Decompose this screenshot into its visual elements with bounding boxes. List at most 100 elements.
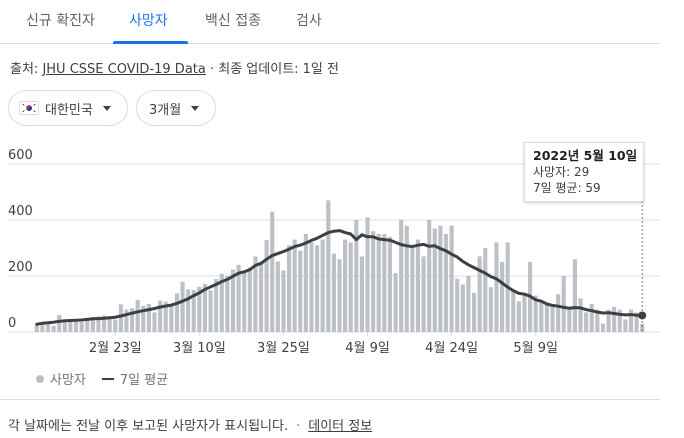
- deaths-bar[interactable]: [584, 312, 589, 332]
- deaths-bar[interactable]: [561, 276, 566, 332]
- deaths-bar[interactable]: [556, 294, 561, 332]
- deaths-bar[interactable]: [101, 315, 107, 332]
- deaths-bar[interactable]: [634, 312, 639, 332]
- deaths-bar[interactable]: [79, 321, 84, 332]
- deaths-bar[interactable]: [365, 217, 370, 332]
- deaths-bar[interactable]: [354, 220, 359, 332]
- deaths-bar[interactable]: [40, 323, 45, 332]
- deaths-bar[interactable]: [270, 211, 275, 332]
- deaths-bar[interactable]: [578, 298, 583, 332]
- deaths-bar[interactable]: [427, 220, 432, 332]
- deaths-bar[interactable]: [73, 319, 79, 332]
- deaths-bar[interactable]: [600, 323, 606, 332]
- deaths-bar[interactable]: [494, 242, 499, 332]
- deaths-bar[interactable]: [303, 234, 308, 332]
- deaths-bar[interactable]: [247, 267, 252, 332]
- deaths-bar[interactable]: [320, 239, 325, 332]
- deaths-bar[interactable]: [387, 236, 393, 332]
- deaths-bar[interactable]: [572, 259, 578, 332]
- deaths-bar[interactable]: [118, 304, 123, 332]
- deaths-bar[interactable]: [443, 234, 449, 332]
- deaths-bar[interactable]: [298, 250, 303, 332]
- deaths-bar[interactable]: [376, 234, 381, 332]
- deaths-bar[interactable]: [242, 272, 247, 332]
- deaths-bar[interactable]: [45, 322, 51, 332]
- deaths-bar[interactable]: [158, 300, 163, 332]
- deaths-bar[interactable]: [208, 290, 213, 332]
- deaths-bar[interactable]: [595, 309, 600, 332]
- deaths-bar[interactable]: [230, 269, 236, 332]
- deaths-bar[interactable]: [550, 304, 555, 332]
- deaths-bar[interactable]: [152, 312, 157, 332]
- deaths-bar[interactable]: [393, 273, 398, 332]
- deaths-bar[interactable]: [455, 278, 460, 332]
- deaths-bar[interactable]: [214, 279, 219, 332]
- range-dropdown[interactable]: 3개월: [136, 90, 216, 126]
- deaths-bar[interactable]: [460, 284, 465, 332]
- deaths-bar[interactable]: [180, 281, 185, 332]
- deaths-bar[interactable]: [371, 231, 376, 332]
- deaths-bar[interactable]: [281, 270, 286, 332]
- deaths-bar[interactable]: [163, 301, 168, 332]
- deaths-bar[interactable]: [141, 305, 146, 332]
- deaths-bar[interactable]: [107, 318, 112, 332]
- deaths-bar[interactable]: [90, 316, 95, 332]
- deaths-bar[interactable]: [612, 306, 617, 332]
- deaths-bar[interactable]: [516, 301, 521, 332]
- deaths-bar[interactable]: [421, 256, 426, 332]
- deaths-bar[interactable]: [623, 319, 628, 332]
- country-dropdown[interactable]: 대한민국: [8, 90, 128, 126]
- deaths-bar[interactable]: [415, 239, 421, 332]
- deaths-bar[interactable]: [432, 228, 437, 332]
- deaths-bar[interactable]: [359, 256, 364, 332]
- deaths-bar[interactable]: [275, 261, 280, 332]
- deaths-bar[interactable]: [522, 292, 527, 332]
- deaths-bar[interactable]: [186, 289, 191, 332]
- deaths-bar[interactable]: [62, 321, 67, 332]
- deaths-bar[interactable]: [343, 239, 348, 332]
- data-info-link[interactable]: 데이터 정보: [308, 419, 373, 434]
- deaths-bar[interactable]: [617, 309, 622, 332]
- deaths-bar[interactable]: [589, 304, 594, 332]
- deaths-bar[interactable]: [85, 319, 90, 332]
- deaths-bar[interactable]: [292, 239, 297, 332]
- deaths-bar[interactable]: [533, 295, 538, 332]
- deaths-bar[interactable]: [34, 324, 39, 332]
- deaths-bar[interactable]: [68, 319, 73, 332]
- deaths-bar[interactable]: [438, 225, 443, 332]
- tab-deaths[interactable]: 사망자: [129, 13, 168, 29]
- deaths-bar[interactable]: [449, 225, 454, 332]
- deaths-bar[interactable]: [174, 293, 180, 332]
- deaths-bar[interactable]: [51, 325, 56, 332]
- tab-new-cases[interactable]: 신규 확진자: [26, 13, 95, 29]
- deaths-bar[interactable]: [135, 299, 140, 332]
- deaths-bar[interactable]: [236, 264, 241, 332]
- deaths-bar[interactable]: [169, 304, 174, 332]
- deaths-bar[interactable]: [399, 220, 404, 332]
- deaths-bar[interactable]: [544, 304, 549, 332]
- deaths-bar[interactable]: [197, 286, 202, 332]
- deaths-bar[interactable]: [410, 248, 415, 332]
- deaths-bar[interactable]: [477, 256, 482, 332]
- deaths-bar[interactable]: [640, 323, 645, 332]
- deaths-bar[interactable]: [511, 290, 516, 332]
- deaths-bar[interactable]: [499, 262, 505, 332]
- deaths-bar[interactable]: [57, 314, 62, 332]
- deaths-bar[interactable]: [130, 308, 135, 332]
- tab-testing[interactable]: 검사: [296, 13, 322, 29]
- deaths-bar[interactable]: [124, 309, 129, 332]
- deaths-bar[interactable]: [315, 245, 320, 332]
- deaths-bar[interactable]: [253, 256, 258, 332]
- deaths-bar[interactable]: [567, 306, 572, 332]
- deaths-bar[interactable]: [483, 248, 488, 332]
- deaths-bar[interactable]: [488, 287, 493, 332]
- deaths-bar[interactable]: [113, 319, 118, 332]
- deaths-bar[interactable]: [309, 242, 314, 332]
- deaths-bar[interactable]: [606, 309, 611, 332]
- deaths-bar[interactable]: [404, 225, 409, 332]
- deaths-bar[interactable]: [471, 292, 477, 332]
- deaths-bar[interactable]: [331, 253, 336, 332]
- source-link[interactable]: JHU CSSE COVID-19 Data: [42, 62, 206, 77]
- deaths-bar[interactable]: [326, 200, 331, 332]
- deaths-bar[interactable]: [539, 301, 544, 332]
